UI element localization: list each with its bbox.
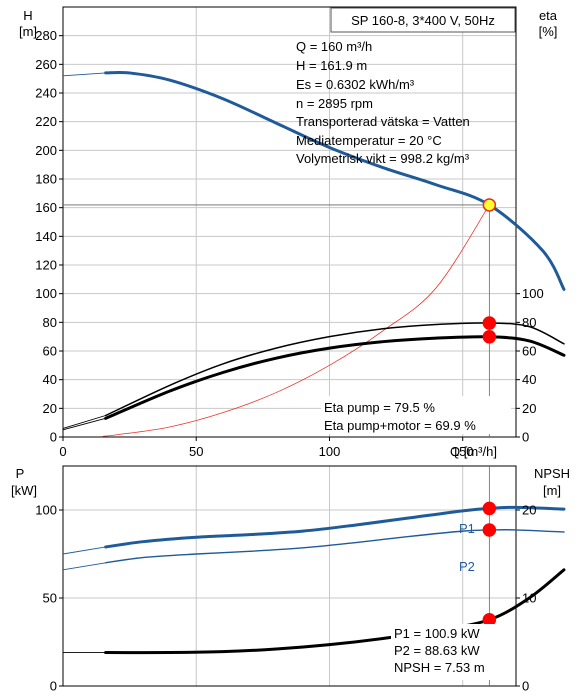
- y-tick-label: 100: [35, 286, 57, 301]
- series-lead-eta_pump: [62, 415, 106, 429]
- p1-series-label: P1: [459, 521, 475, 536]
- y-tick-label: 0: [50, 430, 57, 445]
- eta-pump-annotation: Eta pump = 79.5 %: [324, 400, 435, 415]
- info-line: Transporterad vätska = Vatten: [296, 114, 470, 129]
- series-line-npsh: [104, 568, 566, 655]
- y-right-tick-label: 0: [522, 430, 529, 445]
- p2-series-label: P2: [459, 559, 475, 574]
- y-right-tick-label: 10: [522, 591, 536, 606]
- y-right-tick-label: 60: [522, 344, 536, 359]
- operating-point-marker: [482, 316, 497, 330]
- bottom-plot-frame: [62, 465, 517, 687]
- y-right-tick-label: 100: [522, 286, 544, 301]
- bottom-y-axis-label-line1: P: [16, 466, 25, 481]
- eta-pump-motor-annotation: Eta pump+motor = 69.9 %: [324, 418, 476, 433]
- p2-annotation: P2 = 88.63 kW: [394, 643, 480, 658]
- bottom-y-right-axis-label-line2: [m]: [543, 483, 561, 498]
- top-y-right-axis-label-line1: eta: [539, 8, 558, 23]
- y-tick-label: 240: [35, 86, 57, 101]
- series-line-eta_total: [104, 335, 566, 420]
- series-line-p2: [104, 529, 565, 564]
- bottom-y-tick-labels: 0 50 100: [35, 503, 63, 694]
- y-tick-label: 160: [35, 200, 57, 215]
- info-line: Es = 0.6302 kWh/m³: [296, 77, 415, 92]
- eta-annotation-box: [321, 396, 511, 434]
- top-x-axis-label: Q [m³/h]: [450, 444, 497, 459]
- y-tick-label: 40: [43, 372, 57, 387]
- top-y-axis-label-line2: [m]: [19, 24, 37, 39]
- x-tick-label: 0: [59, 444, 66, 459]
- series-line-system: [102, 204, 490, 437]
- y-tick-label: 20: [43, 401, 57, 416]
- top-y-right-axis-label-line2: [%]: [539, 24, 558, 39]
- series-lead-head: [62, 72, 106, 77]
- top-grid: [63, 7, 516, 437]
- y-tick-label: 260: [35, 57, 57, 72]
- operating-point-marker: [482, 198, 497, 212]
- top-x-tick-labels: 0 50 100 150: [59, 437, 474, 459]
- series-lead-eta_total: [62, 417, 106, 431]
- y-tick-label: 280: [35, 28, 57, 43]
- bottom-y-axis-label-line2: [kW]: [11, 483, 37, 498]
- npsh-annotation: NPSH = 7.53 m: [394, 660, 485, 675]
- title-box: [330, 7, 516, 33]
- y-right-tick-label: 0: [522, 679, 529, 694]
- y-tick-label: 120: [35, 258, 57, 273]
- y-tick-label: 50: [43, 591, 57, 606]
- info-line: Mediatemperatur = 20 °C: [296, 133, 442, 148]
- y-tick-label: 220: [35, 114, 57, 129]
- operating-point-marker: [482, 330, 497, 344]
- bottom-grid: [63, 466, 516, 686]
- y-right-tick-label: 20: [522, 503, 536, 518]
- y-tick-label: 0: [50, 679, 57, 694]
- info-line: H = 161.9 m: [296, 58, 367, 73]
- y-tick-label: 200: [35, 143, 57, 158]
- y-tick-label: 180: [35, 172, 57, 187]
- y-right-tick-label: 40: [522, 372, 536, 387]
- series-line-eta_pump: [104, 322, 565, 417]
- operating-point-marker: [482, 523, 497, 537]
- operating-point-marker: [482, 501, 497, 516]
- top-plot-frame: [62, 6, 517, 438]
- y-right-tick-label: 80: [522, 315, 536, 330]
- top-y-right-tick-labels: 0 20 40 60 80 100: [516, 286, 544, 445]
- power-annotation-box: [391, 624, 509, 680]
- x-tick-label: 50: [189, 444, 203, 459]
- top-series-layer: [62, 70, 566, 437]
- top-y-tick-labels: 0 20 40 60 80 100 120 140 160 180 200 220 240 260 280: [35, 28, 63, 445]
- operating-point-info: Q = 160 m³/h H = 161.9 m Es = 0.6302 kWh…: [296, 39, 470, 166]
- bottom-series-layer: [62, 505, 566, 655]
- p1-annotation: P1 = 100.9 kW: [394, 626, 480, 641]
- x-tick-label: 150: [452, 444, 474, 459]
- series-line-head: [104, 70, 566, 291]
- y-tick-label: 80: [43, 315, 57, 330]
- info-line: Volymetrisk vikt = 998.2 kg/m³: [296, 151, 470, 166]
- operating-point-marker: [482, 612, 497, 627]
- y-right-tick-label: 20: [522, 401, 536, 416]
- bottom-markers-layer: [482, 466, 497, 686]
- info-line: n = 2895 rpm: [296, 96, 373, 111]
- bottom-y-right-tick-labels: 0 10 20: [516, 503, 536, 694]
- y-tick-label: 100: [35, 503, 57, 518]
- y-tick-label: 140: [35, 229, 57, 244]
- top-y-axis-label-line1: H: [23, 8, 32, 23]
- info-line: Q = 160 m³/h: [296, 39, 372, 54]
- chart-title: SP 160-8, 3*400 V, 50Hz: [351, 13, 495, 28]
- x-tick-label: 100: [319, 444, 341, 459]
- bottom-y-right-axis-label-line1: NPSH: [534, 466, 570, 481]
- series-line-p1: [104, 505, 566, 549]
- series-lead-p2: [62, 562, 106, 571]
- series-lead-p1: [62, 546, 106, 555]
- y-tick-label: 60: [43, 344, 57, 359]
